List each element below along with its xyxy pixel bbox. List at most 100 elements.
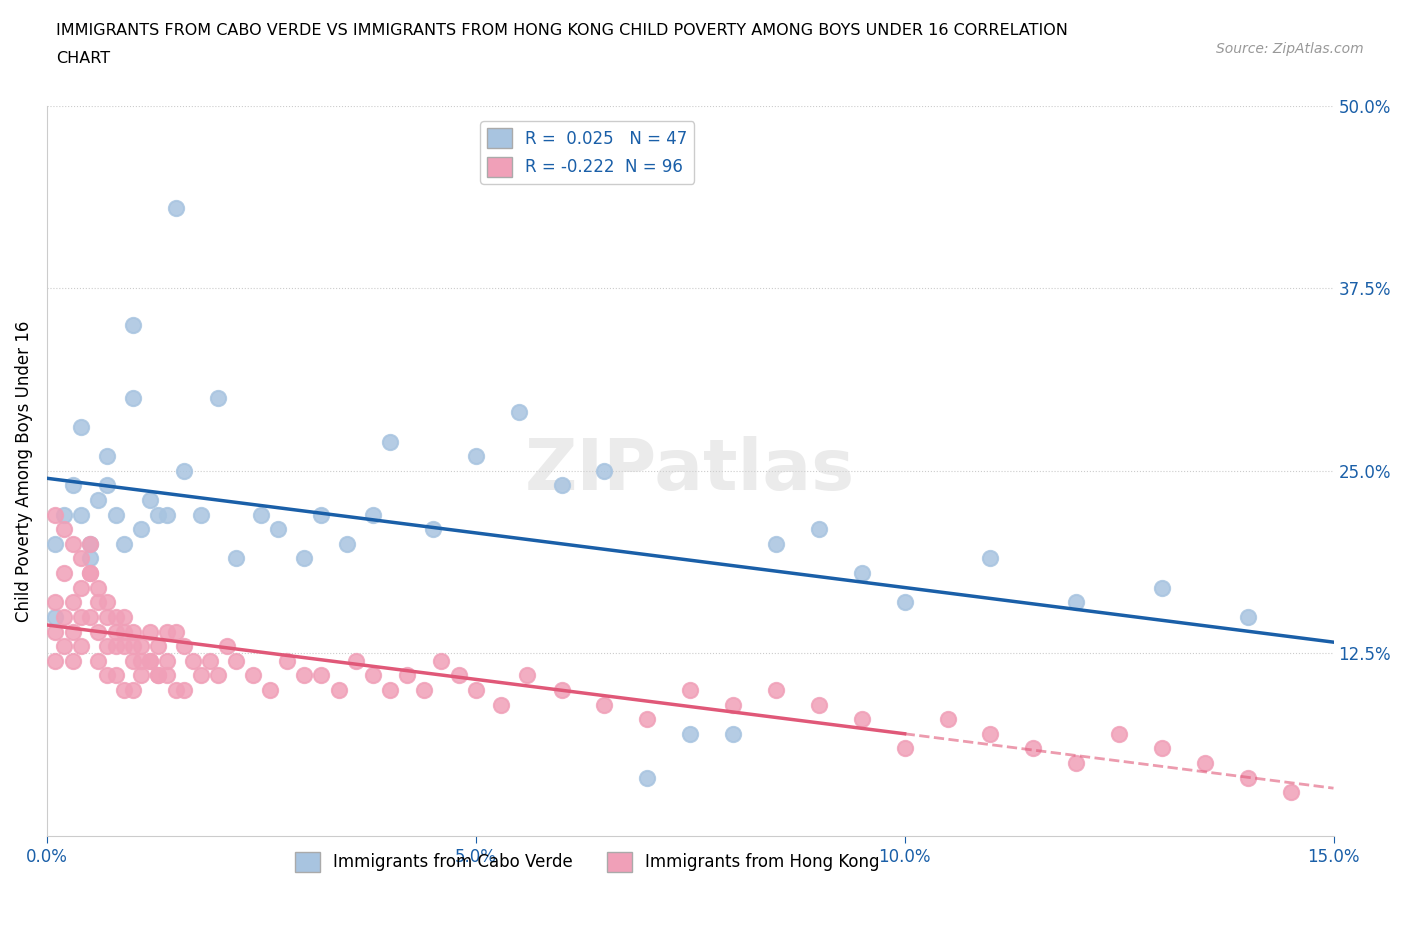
Point [464,449,486,464]
Point [96,639,118,654]
Point [593,463,616,478]
Point [807,522,830,537]
Point [181,653,204,668]
Point [62,478,84,493]
Point [70,580,93,595]
Point [104,624,127,639]
Point [79,551,101,566]
Point [121,391,143,405]
Point [112,537,135,551]
Point [1150,741,1173,756]
Point [96,449,118,464]
Point [129,653,152,668]
Point [165,624,187,639]
Point [765,537,787,551]
Point [1108,726,1130,741]
Point [139,653,162,668]
Point [413,683,436,698]
Point [173,683,195,698]
Point [44,653,66,668]
Point [165,201,187,216]
Point [851,565,873,580]
Y-axis label: Child Poverty Among Boys Under 16: Child Poverty Among Boys Under 16 [15,320,32,621]
Point [225,653,247,668]
Point [679,726,702,741]
Point [139,653,162,668]
Point [508,405,530,419]
Point [53,507,76,522]
Point [148,668,170,683]
Point [679,683,702,698]
Point [79,537,101,551]
Point [190,507,212,522]
Point [636,711,658,726]
Point [516,668,538,683]
Text: IMMIGRANTS FROM CABO VERDE VS IMMIGRANTS FROM HONG KONG CHILD POVERTY AMONG BOYS: IMMIGRANTS FROM CABO VERDE VS IMMIGRANTS… [56,23,1069,38]
Point [593,698,616,712]
Point [87,595,110,610]
Point [121,683,143,698]
Point [1022,741,1045,756]
Point [276,653,298,668]
Point [121,639,143,654]
Point [62,595,84,610]
Point [430,653,453,668]
Point [250,507,273,522]
Point [87,653,110,668]
Point [1279,785,1302,800]
Point [156,624,179,639]
Point [198,653,221,668]
Point [207,668,229,683]
Point [70,639,93,654]
Point [378,434,401,449]
Point [165,683,187,698]
Point [62,537,84,551]
Point [79,609,101,624]
Point [311,507,333,522]
Point [242,668,264,683]
Point [148,639,170,654]
Point [53,522,76,537]
Point [893,741,915,756]
Point [721,726,744,741]
Point [121,624,143,639]
Point [104,639,127,654]
Point [112,639,135,654]
Point [190,668,212,683]
Point [464,683,486,698]
Point [225,551,247,566]
Text: ZIPatlas: ZIPatlas [524,436,855,505]
Point [550,478,572,493]
Point [53,639,76,654]
Point [207,391,229,405]
Point [87,624,110,639]
Point [104,668,127,683]
Point [422,522,444,537]
Point [378,683,401,698]
Point [96,609,118,624]
Point [259,683,281,698]
Point [44,624,66,639]
Point [79,565,101,580]
Point [1236,609,1258,624]
Point [447,668,470,683]
Point [267,522,290,537]
Point [636,770,658,785]
Point [70,507,93,522]
Point [156,653,179,668]
Point [156,668,179,683]
Point [336,537,359,551]
Point [79,537,101,551]
Point [396,668,419,683]
Point [361,507,384,522]
Point [87,580,110,595]
Point [44,537,66,551]
Point [156,507,179,522]
Point [979,726,1001,741]
Point [139,493,162,508]
Point [129,668,152,683]
Point [344,653,367,668]
Point [96,595,118,610]
Point [173,639,195,654]
Point [173,463,195,478]
